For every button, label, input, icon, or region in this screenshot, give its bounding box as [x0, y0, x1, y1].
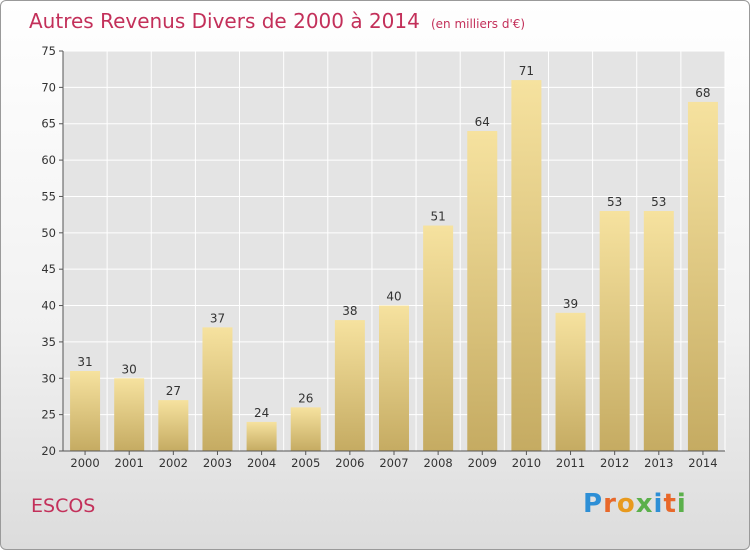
data-label: 39: [563, 297, 578, 311]
bar: [599, 211, 630, 451]
data-label: 53: [651, 195, 666, 209]
bar: [334, 320, 365, 451]
x-tick-label: 2008: [423, 456, 452, 470]
bars: [70, 80, 718, 451]
chart-title-row: Autres Revenus Divers de 2000 à 2014 (en…: [29, 9, 525, 33]
y-tick-label: 70: [41, 80, 56, 94]
data-label: 38: [342, 304, 357, 318]
x-tick-label: 2012: [600, 456, 629, 470]
x-tick-label: 2007: [379, 456, 408, 470]
x-tick-label: 2005: [291, 456, 320, 470]
data-label: 24: [254, 406, 269, 420]
data-label: 71: [519, 64, 534, 78]
x-tick-label: 2014: [688, 456, 717, 470]
bar: [643, 211, 674, 451]
x-tick-label: 2013: [644, 456, 673, 470]
data-label: 68: [695, 86, 710, 100]
bar: [555, 312, 586, 451]
y-tick-label: 40: [41, 299, 56, 313]
y-tick-label: 60: [41, 153, 56, 167]
logo-text: Proxiti: [583, 489, 687, 519]
y-tick-label: 55: [41, 189, 56, 203]
chart-subtitle: (en milliers d'€): [430, 17, 526, 31]
data-label: 40: [386, 290, 401, 304]
bar: [114, 378, 145, 451]
bar: [423, 225, 454, 451]
data-label: 64: [475, 115, 490, 129]
data-label: 26: [298, 391, 313, 405]
y-tick-label: 30: [41, 371, 56, 385]
x-tick-label: 2002: [159, 456, 188, 470]
x-tick-label: 2006: [335, 456, 364, 470]
bar: [379, 305, 409, 451]
data-label: 37: [210, 311, 225, 325]
axes: 20 25 30 35 40 45 50 55 60 65 70 75 2000 2001 2002 2003…: [41, 44, 725, 470]
bar: [511, 80, 542, 451]
y-tick-label: 75: [41, 44, 56, 58]
y-tick-label: 35: [41, 335, 56, 349]
bar: [70, 371, 101, 451]
chart-title: Autres Revenus Divers de 2000 à 2014: [29, 9, 420, 33]
y-tick-label: 25: [41, 408, 56, 422]
x-tick-label: 2003: [203, 456, 232, 470]
data-label: 27: [166, 384, 181, 398]
data-label: 53: [607, 195, 622, 209]
y-tick-label: 45: [41, 262, 56, 276]
proxiti-logo: Proxiti: [583, 489, 687, 519]
bar: [687, 101, 718, 451]
y-tick-label: 20: [41, 444, 56, 458]
data-label: 31: [77, 355, 92, 369]
x-tick-label: 2001: [115, 456, 144, 470]
y-tick-label: 65: [41, 117, 56, 131]
data-label: 51: [430, 210, 445, 224]
data-labels: 31 30 27 37 24 26 38 40 51 64 71 39 53 53 68: [77, 64, 710, 420]
x-tick-label: 2011: [556, 456, 585, 470]
data-label: 30: [122, 362, 137, 376]
bar: [246, 421, 277, 451]
bar: [202, 327, 233, 451]
bar: [158, 400, 189, 451]
x-tick-label: 2010: [512, 456, 541, 470]
bar: [290, 407, 321, 451]
x-tick-label: 2009: [468, 456, 497, 470]
location-name: ESCOS: [31, 495, 96, 517]
x-tick-label: 2004: [247, 456, 276, 470]
x-tick-label: 2000: [70, 456, 99, 470]
bar: [467, 131, 498, 451]
y-tick-label: 50: [41, 226, 56, 240]
